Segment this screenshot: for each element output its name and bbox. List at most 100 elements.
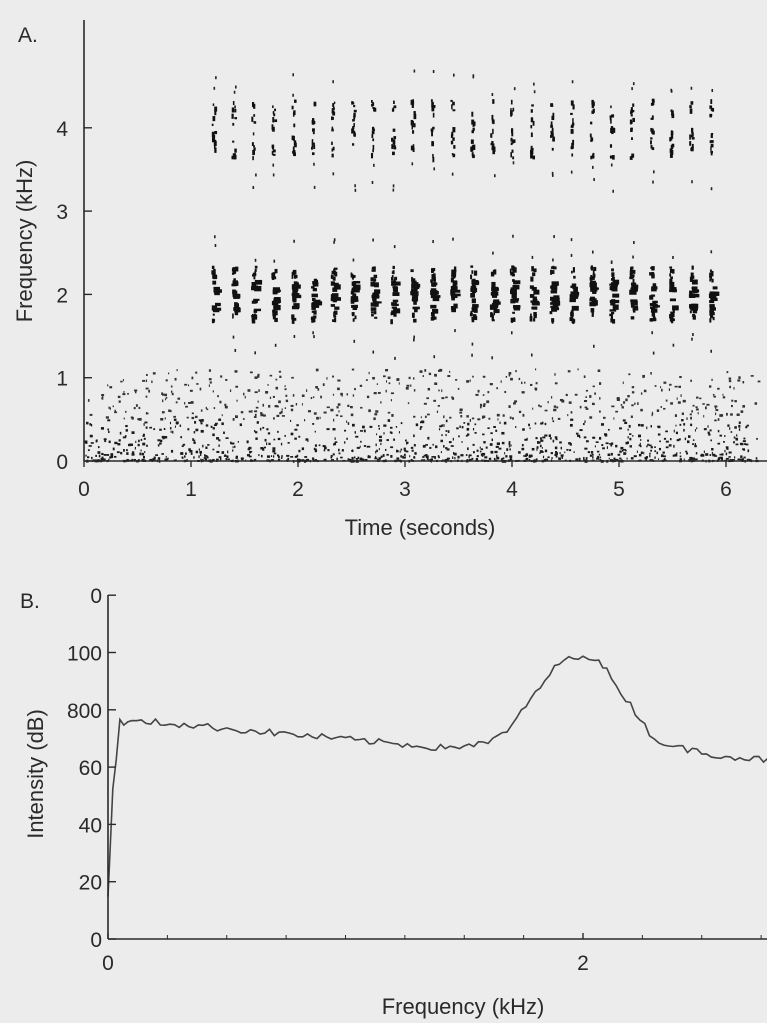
a-noise-speck [326,428,330,431]
a-noise-speck [663,437,667,440]
a-noise-speck [338,448,340,452]
a-noise-speck [627,428,629,431]
a-noise-speck [161,453,164,455]
a-noise-speck [441,389,443,393]
a-pulse-mark [472,122,475,127]
a-noise-speck [727,424,730,427]
a-pulse-mark [452,109,456,112]
a-noise-speck [508,441,511,444]
a-noise-speck [86,456,90,459]
a-noise-speck [511,417,514,420]
a-noise-speck [521,381,523,385]
a-noise-speck [393,438,396,441]
a-noise-speck [642,374,645,378]
a-noise-speck [200,409,203,412]
a-pulse-mark [331,107,334,112]
a-noise-speck [649,459,652,461]
b-y-tick-label: 40 [79,814,102,837]
a-noise-speck [158,457,160,461]
a-pulse-mark [215,302,221,307]
a-pulse-mark [710,274,713,280]
a-pulse-mark [529,285,534,289]
a-noise-speck [738,428,741,431]
a-pulse-mark [491,314,494,321]
a-pulse-mark [373,266,376,272]
a-noise-speck [471,457,474,460]
a-pulse-mark [610,302,616,306]
a-pulse-mark [570,125,574,128]
a-noise-speck [756,437,758,440]
a-pulse-mark [571,122,575,126]
a-pulse-mark [212,280,217,285]
a-noise-speck [717,442,721,445]
a-noise-speck [114,409,116,413]
a-pulse-mark [512,298,520,301]
a-noise-speck [665,430,668,433]
a-pulse-mark [650,117,654,120]
a-noise-speck [505,455,508,458]
a-pulse-mark [274,119,278,123]
a-noise-speck [702,403,705,405]
a-noise-speck [675,431,679,435]
a-pulse-outlier [413,338,415,342]
a-noise-speck [640,392,643,395]
a-noise-speck [711,378,713,381]
a-pulse-outlier [312,331,314,335]
a-noise-speck [514,400,518,403]
a-noise-speck [130,416,134,419]
a-noise-speck [123,390,125,393]
a-pulse-mark [392,299,399,303]
a-noise-speck [565,393,568,397]
a-noise-speck [387,419,391,422]
a-noise-speck [439,425,442,428]
a-pulse-mark [393,311,397,317]
a-pulse-mark [251,101,255,108]
a-noise-speck [480,453,483,456]
a-noise-speck [305,438,309,441]
a-noise-speck [239,423,243,427]
a-pulse-mark [570,146,573,150]
a-noise-speck [100,458,104,461]
a-pulse-mark [473,307,478,313]
a-noise-speck [351,368,355,371]
a-noise-speck [629,437,632,441]
a-pulse-mark [313,121,316,124]
a-noise-speck [234,415,238,419]
a-pulse-mark [592,289,597,294]
a-noise-speck [253,416,257,418]
a-noise-speck [189,450,193,453]
a-pulse-mark [590,280,596,284]
a-noise-speck [544,422,547,426]
a-noise-speck [347,422,350,425]
a-noise-speck [610,443,613,447]
a-pulse-mark [631,274,635,277]
a-noise-speck [629,445,632,448]
a-pulse-mark [430,304,437,309]
a-noise-speck [733,441,735,444]
a-noise-speck [740,455,743,459]
a-noise-speck [609,459,613,462]
a-pulse-mark [450,140,454,145]
a-noise-speck [528,455,532,458]
a-noise-speck [104,438,107,441]
a-noise-speck [717,429,720,433]
a-noise-speck [657,433,661,436]
a-noise-speck [386,453,389,456]
a-noise-speck [501,441,505,445]
a-noise-speck [337,387,340,391]
a-noise-speck [422,456,425,458]
a-noise-speck [587,451,591,454]
a-pulse-mark [331,274,333,278]
a-pulse-mark [472,127,475,131]
a-pulse-mark [391,275,394,279]
a-noise-speck [757,380,761,383]
a-pulse-mark [650,294,656,297]
a-noise-speck [159,428,162,431]
a-noise-speck [396,449,398,453]
a-noise-speck [112,447,115,451]
a-pulse-mark [391,137,394,142]
a-noise-speck [173,415,176,418]
a-pulse-mark [411,278,416,283]
a-noise-speck [627,436,629,439]
a-noise-speck [373,392,377,395]
